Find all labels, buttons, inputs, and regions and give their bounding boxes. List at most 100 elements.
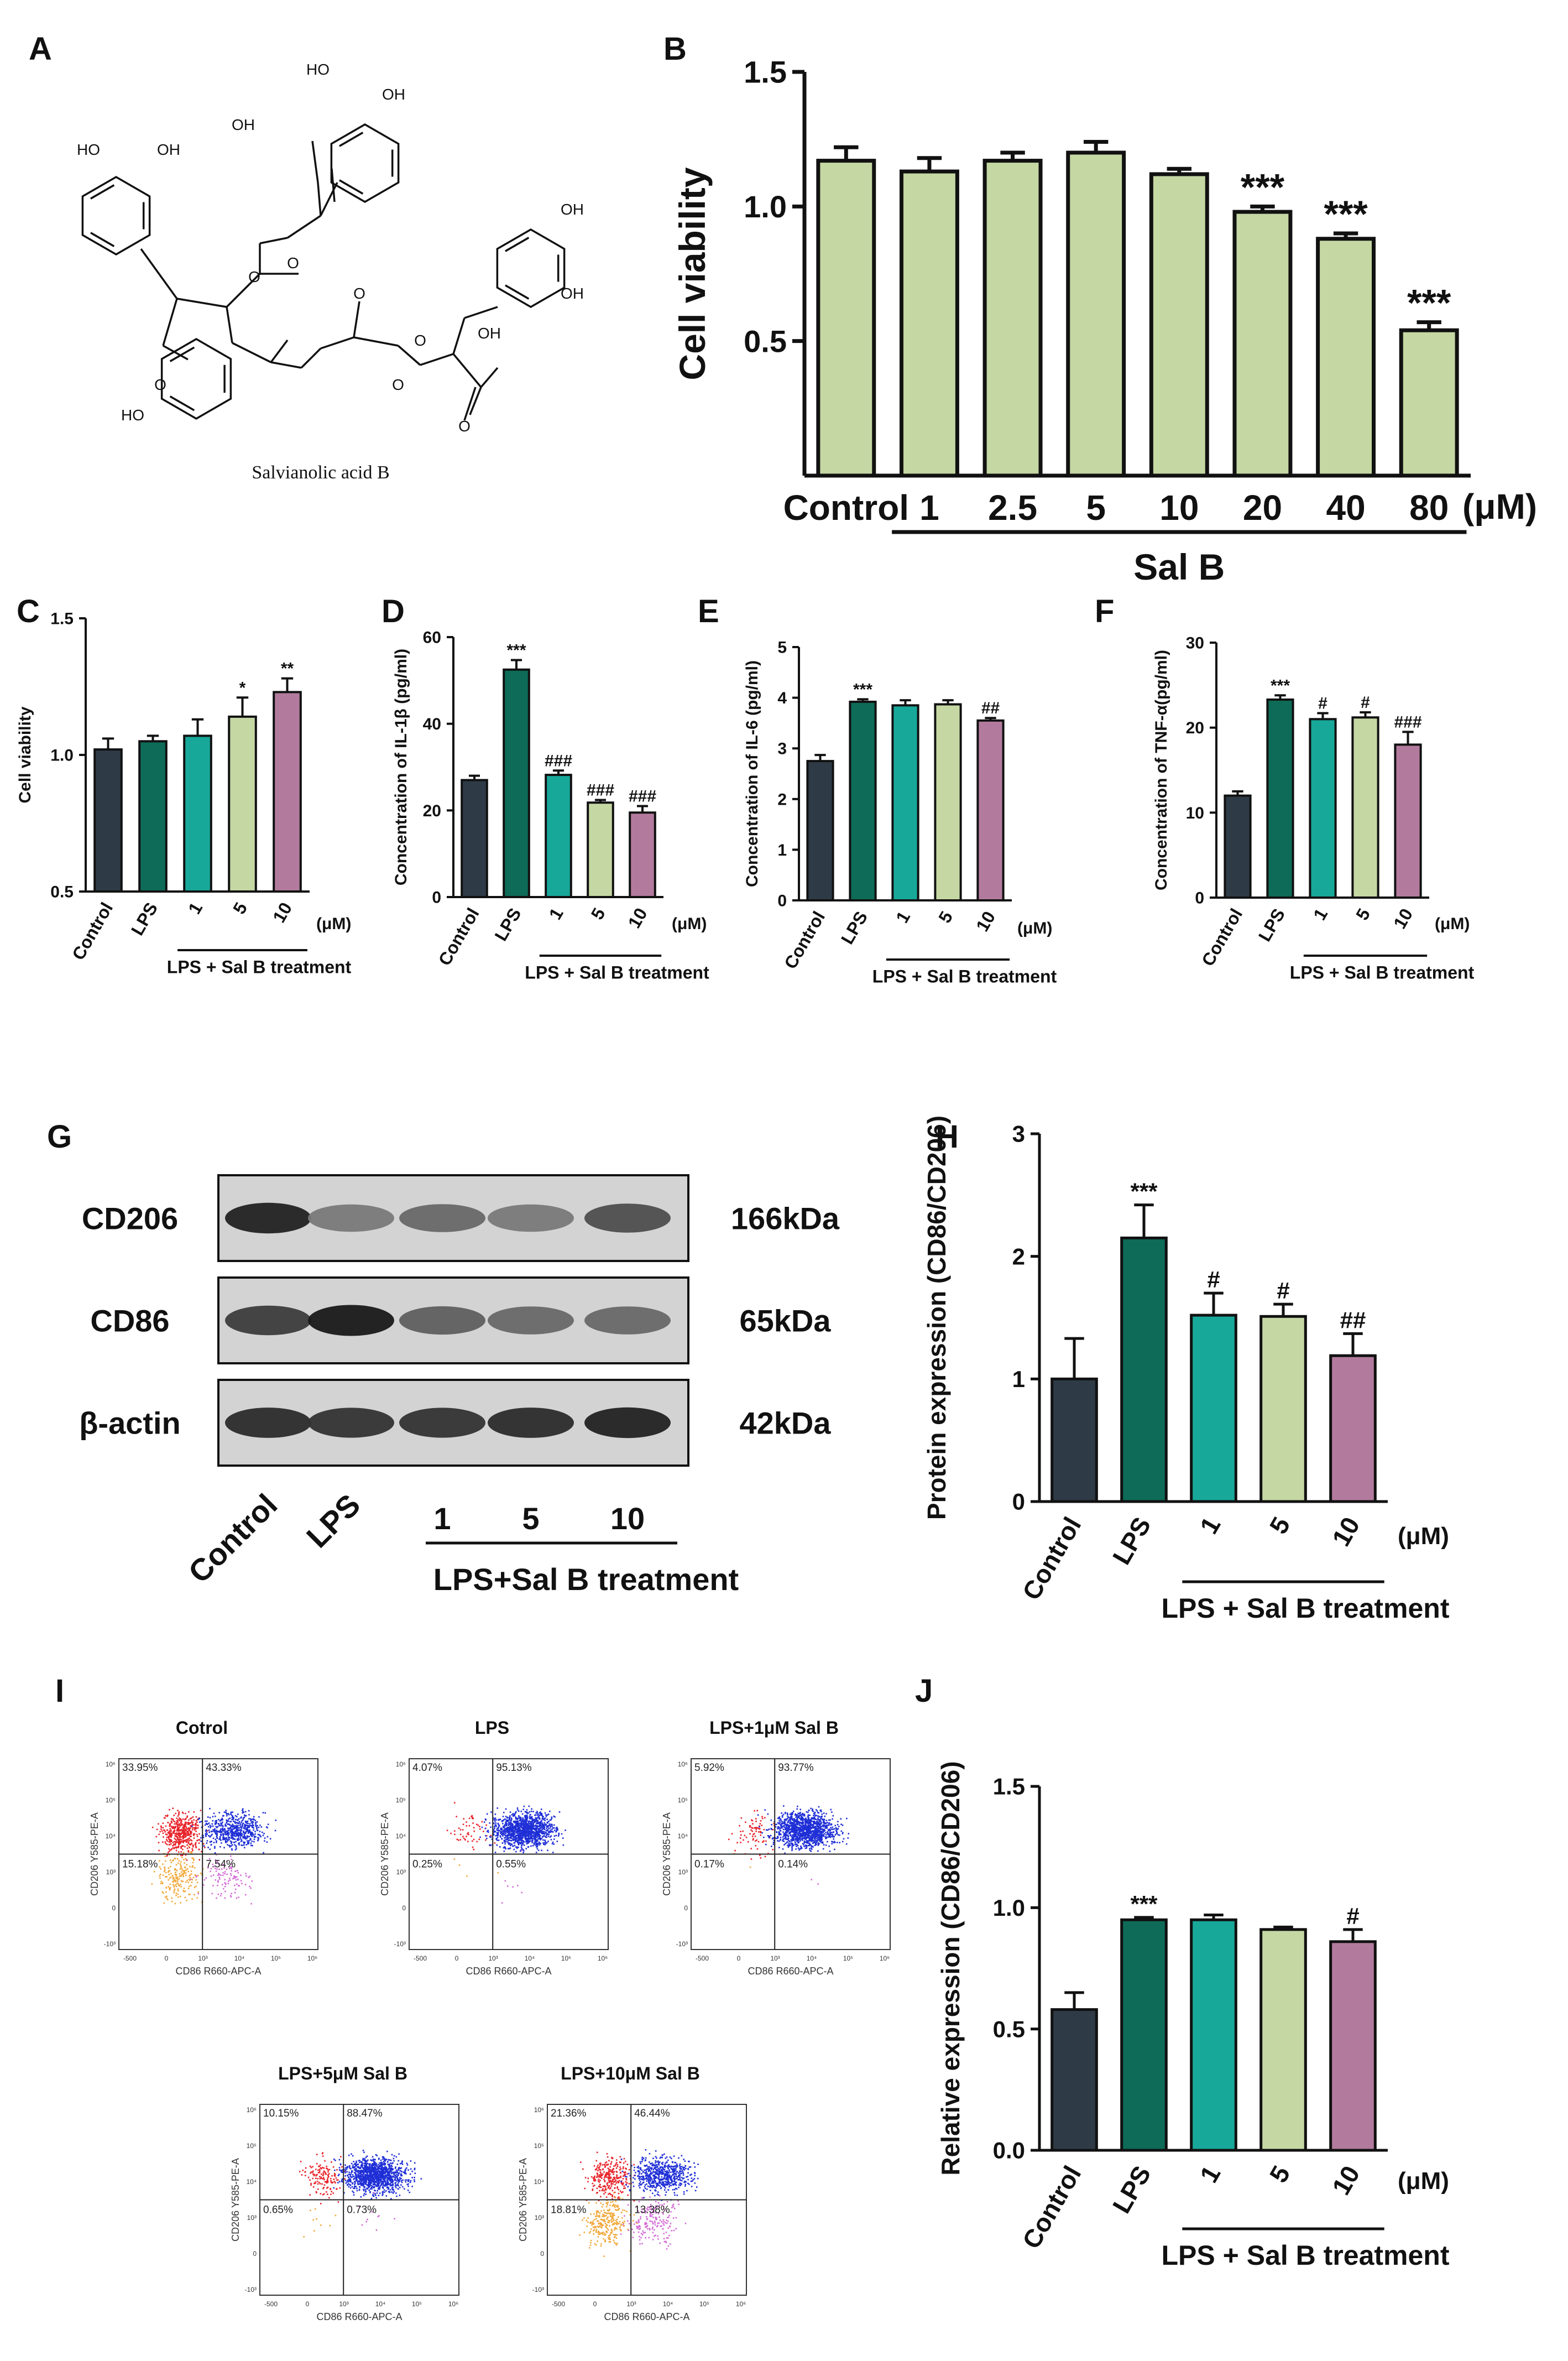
flow-dot — [816, 1835, 818, 1837]
flow-dot — [742, 1830, 744, 1832]
flow-dot — [505, 1824, 508, 1826]
flow-dot — [361, 2174, 363, 2176]
flow-dot — [834, 1848, 835, 1851]
flow-dot — [531, 1839, 534, 1841]
bar-40 — [1316, 237, 1376, 478]
flow-dot — [484, 1818, 487, 1820]
flow-dot — [818, 1831, 820, 1833]
flow-dot — [232, 1826, 234, 1828]
flow-dot — [240, 1874, 242, 1877]
flow-dot — [252, 1821, 254, 1823]
flow-dot — [166, 1855, 168, 1857]
flow-dot — [254, 1820, 257, 1821]
y-tick-label: -10³ — [676, 1940, 688, 1948]
significance-mark: ## — [981, 699, 1000, 717]
flow-dot — [799, 1836, 801, 1838]
flow-dot — [782, 1836, 784, 1838]
flow-dot — [500, 1832, 501, 1834]
flow-dot — [541, 1822, 543, 1824]
flow-dot — [835, 1831, 838, 1832]
category-label: LPS — [1255, 905, 1289, 945]
flow-dot — [823, 1830, 825, 1832]
blot-band — [225, 1408, 311, 1438]
flow-dot — [819, 1810, 821, 1812]
flow-dot — [368, 2190, 370, 2191]
bar-10 — [1329, 1354, 1377, 1503]
flow-dot — [544, 1842, 546, 1844]
bar-10 — [1329, 1940, 1377, 2152]
flow-dot — [819, 1838, 822, 1840]
flow-dot — [814, 1826, 816, 1828]
flow-dot — [498, 1830, 500, 1832]
flow-dot — [224, 1831, 226, 1833]
flow-dot — [177, 1862, 179, 1864]
flow-dot — [224, 1832, 226, 1834]
flow-dot — [510, 1825, 512, 1827]
category-label: LPS — [837, 908, 871, 948]
flow-dot — [534, 1820, 535, 1822]
bond — [176, 298, 227, 308]
flow-dot — [191, 1851, 193, 1853]
bond — [163, 345, 189, 361]
flow-dot — [180, 1880, 182, 1882]
flow-dot — [520, 1816, 521, 1818]
flow-dot — [182, 1827, 184, 1828]
flow-dot — [508, 1829, 509, 1831]
flow-dot — [536, 1839, 539, 1841]
flow-dot — [801, 1838, 802, 1840]
flow-dot — [807, 1820, 809, 1822]
flow-dot — [819, 1831, 821, 1832]
flow-dot — [791, 1828, 793, 1830]
category-label: 1 — [892, 908, 914, 926]
flow-dot — [374, 2178, 377, 2180]
flow-dot — [802, 1837, 804, 1839]
bar-10 — [976, 719, 1005, 901]
flow-dot — [528, 1841, 530, 1842]
y-tick-label: 4 — [777, 689, 787, 707]
flow-dot — [208, 1835, 210, 1837]
flow-dot — [338, 2181, 341, 2182]
flow-dot — [539, 1821, 540, 1823]
flow-dot — [757, 1841, 760, 1843]
flow-dot — [505, 1821, 507, 1823]
flow-dot — [375, 2171, 377, 2173]
flow-dot — [795, 1827, 797, 1829]
flow-dot — [818, 1834, 819, 1837]
flow-dot — [832, 1833, 834, 1836]
flow-dot — [518, 1824, 519, 1826]
flow-dot — [743, 1839, 744, 1841]
flow-dot — [169, 1839, 171, 1842]
flow-dot — [508, 1833, 510, 1834]
flow-dot — [459, 1833, 462, 1836]
flow-dot — [184, 1896, 186, 1899]
y-tick-label: 1.5 — [50, 610, 74, 628]
flow-dot — [180, 1875, 182, 1877]
x-tick-label: 10⁶ — [880, 1955, 890, 1962]
flow-dot — [520, 1826, 522, 1828]
flow-dot — [817, 1840, 819, 1842]
flow-dot — [534, 1832, 536, 1834]
flow-dot — [330, 2180, 332, 2182]
flow-dot — [803, 1834, 804, 1836]
flow-dot — [222, 1825, 223, 1827]
flow-dot — [510, 1817, 513, 1819]
flow-dot — [504, 1841, 506, 1843]
flow-dot — [231, 1837, 232, 1839]
flow-dot — [519, 1820, 521, 1822]
flow-dot — [798, 1849, 800, 1851]
flow-dot — [222, 1830, 224, 1831]
flow-dot — [529, 1815, 531, 1817]
flow-dot — [814, 1841, 816, 1843]
flow-dot — [179, 1841, 181, 1842]
benzene-ring-right — [496, 228, 566, 309]
flow-dot — [524, 1837, 526, 1839]
flow-dot — [185, 1841, 187, 1843]
flow-dot — [181, 1823, 184, 1826]
flow-dot — [522, 1837, 524, 1839]
flow-dot — [169, 1828, 171, 1830]
flow-dot — [797, 1823, 799, 1825]
flow-dot — [178, 1878, 180, 1880]
flow-dot — [794, 1839, 796, 1841]
flow-dot — [549, 1831, 551, 1833]
